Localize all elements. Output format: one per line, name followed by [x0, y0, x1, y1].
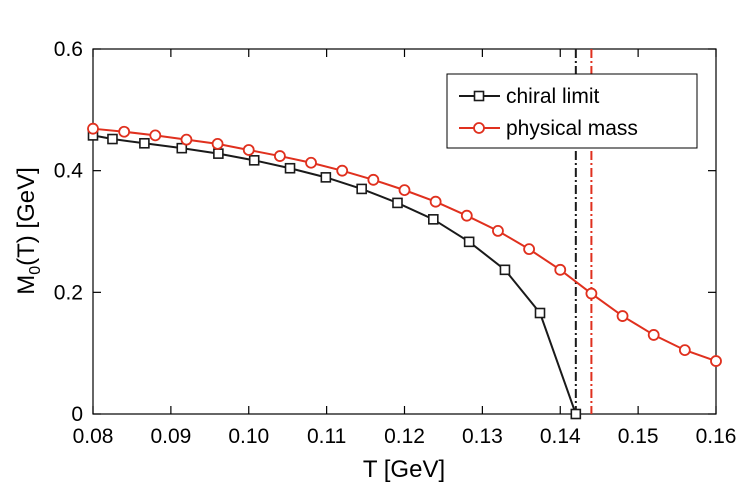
- y-axis-title: M0(T) [GeV]: [13, 167, 44, 295]
- data-point: [429, 195, 442, 208]
- data-point: [242, 144, 255, 156]
- series-line: [92, 127, 717, 363]
- y-tick-label: 0.6: [54, 38, 83, 61]
- data-point: [118, 125, 131, 138]
- axis-ticks: [92, 48, 717, 415]
- data-point: [710, 355, 722, 367]
- x-tick-label: 0.10: [228, 425, 269, 448]
- data-point: [320, 172, 332, 183]
- data-point: [305, 156, 317, 169]
- y-tick-label: 0.4: [54, 160, 84, 183]
- data-point: [284, 162, 296, 174]
- data-point: [428, 214, 439, 225]
- legend-entry-physical-mass: physical mass: [459, 117, 638, 140]
- y-axis-title-main: M: [13, 275, 40, 295]
- critical-temperature-lines: [574, 49, 593, 414]
- data-point: [463, 236, 475, 248]
- data-point: [492, 224, 504, 237]
- legend-marker-physical-mass: [473, 122, 485, 134]
- data-point: [523, 243, 535, 256]
- data-point: [460, 209, 473, 222]
- series-chiral-limit: [87, 130, 582, 420]
- data-point: [392, 197, 403, 209]
- data-point: [273, 150, 286, 162]
- data-point: [149, 129, 162, 142]
- data-point: [211, 137, 224, 150]
- data-point: [570, 408, 582, 420]
- data-point: [176, 142, 188, 154]
- legend-box: [446, 73, 698, 149]
- data-point: [678, 344, 691, 357]
- data-point: [87, 122, 99, 135]
- data-point: [367, 173, 380, 186]
- data-point: [356, 183, 367, 195]
- x-tick-label: 0.15: [618, 425, 659, 448]
- legend-label-chiral-limit: chiral limit: [506, 85, 600, 108]
- data-point: [398, 184, 411, 197]
- y-axis-title-rest: (T) [GeV]: [13, 167, 40, 266]
- y-tick-label: 0.2: [54, 281, 83, 304]
- x-tick-label: 0.13: [462, 425, 503, 448]
- x-tick-label: 0.09: [150, 425, 191, 448]
- data-point: [107, 133, 118, 145]
- legend-label-physical-mass: physical mass: [506, 117, 638, 140]
- data-point: [180, 133, 193, 146]
- legend-entry-chiral-limit: chiral limit: [459, 85, 600, 108]
- legend-marker-chiral-limit: [473, 90, 485, 102]
- x-tick-label: 0.14: [540, 425, 581, 448]
- y-tick-labels: 0 0.2 0.4 0.6: [54, 38, 84, 426]
- x-tick-label: 0.11: [307, 425, 346, 448]
- series-physical-mass: [87, 122, 722, 367]
- data-point: [647, 329, 660, 341]
- legend: chiral limit physical mass: [446, 73, 698, 149]
- data-point: [554, 263, 567, 276]
- x-tick-label: 0.12: [384, 425, 425, 448]
- data-point: [534, 307, 546, 319]
- data-point: [585, 287, 598, 300]
- y-axis-title-subscript: 0: [27, 266, 44, 275]
- y-tick-label: 0: [71, 403, 83, 426]
- data-point: [499, 264, 511, 276]
- series-layer: [87, 122, 722, 420]
- data-point: [213, 148, 224, 159]
- x-tick-label: 0.08: [73, 425, 114, 448]
- data-point: [336, 164, 349, 177]
- data-point: [139, 137, 150, 149]
- x-tick-labels: 0.08 0.09 0.10 0.11 0.12 0.13 0.14 0.15 0.16: [73, 425, 737, 448]
- x-tick-label: 0.16: [696, 425, 737, 448]
- data-point: [248, 155, 260, 166]
- data-point: [616, 310, 629, 322]
- x-axis-title: T [GeV]: [363, 456, 445, 483]
